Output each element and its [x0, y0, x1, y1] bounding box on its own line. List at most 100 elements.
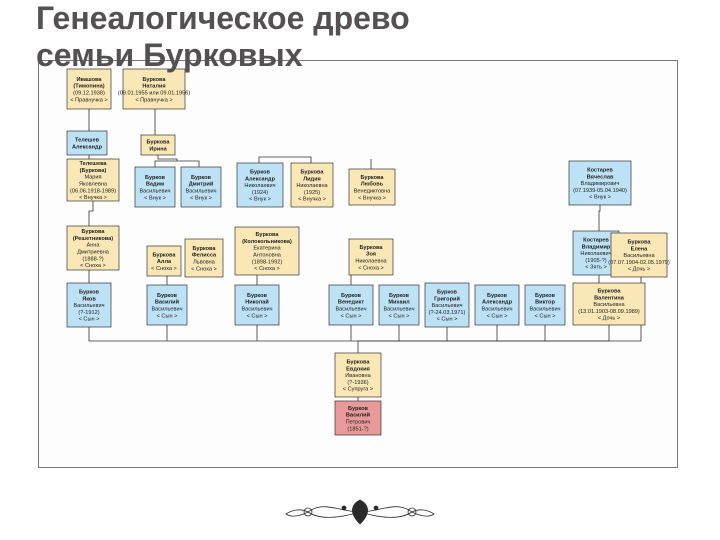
- title-line1: Генеалогическое древо: [36, 0, 410, 36]
- svg-text:< Сноха >: < Сноха >: [358, 265, 384, 271]
- svg-text:Бурков: Бурков: [157, 293, 178, 299]
- svg-text:(09.12.1938): (09.12.1938): [73, 91, 105, 97]
- svg-text:Дмитриевна: Дмитриевна: [77, 250, 110, 256]
- svg-text:Бурков: Бурков: [437, 290, 458, 296]
- svg-text:< Дочь >: < Дочь >: [598, 316, 620, 322]
- svg-text:Алла: Алла: [157, 259, 172, 265]
- svg-text:Александр: Александр: [482, 300, 513, 306]
- svg-text:Петрович: Петрович: [346, 420, 371, 426]
- person-node: БурковВенедиктВасильевич< Сын >: [329, 285, 373, 325]
- svg-text:(?-1936): (?-1936): [347, 380, 368, 386]
- svg-text:< Внучка >: < Внучка >: [298, 197, 326, 203]
- svg-text:(1898-1992): (1898-1992): [252, 259, 283, 265]
- svg-text:Ивашова: Ивашова: [76, 77, 102, 83]
- person-node: БурковаАлла< Сноха >: [147, 246, 181, 276]
- svg-text:Бурков: Бурков: [487, 293, 508, 299]
- svg-text:Ивановна: Ивановна: [345, 373, 371, 379]
- svg-text:(Колокольникова): (Колокольникова): [242, 239, 292, 245]
- person-node: ТелешевАлександр: [67, 131, 107, 155]
- person-node: БурковаФелиссаЛьвовна< Сноха >: [185, 239, 223, 277]
- tree-edge: [89, 201, 93, 226]
- svg-text:Буркова: Буркова: [360, 175, 384, 181]
- person-node: БурковаЕленаВасильевна(07.07.1904-02.05.…: [608, 233, 670, 277]
- svg-text:Телешев: Телешев: [75, 138, 100, 144]
- svg-text:Васильевич: Васильевич: [185, 189, 216, 195]
- svg-text:Бурков: Бурков: [145, 175, 166, 181]
- svg-text:(06.06.1918-1989): (06.06.1918-1989): [70, 188, 116, 194]
- svg-text:Владимирович: Владимирович: [581, 181, 620, 187]
- svg-text:< Дочь >: < Дочь >: [628, 267, 650, 273]
- svg-text:Бурков: Бурков: [535, 293, 556, 299]
- svg-text:< Правнучка >: < Правнучка >: [70, 97, 107, 103]
- svg-text:(1905-?): (1905-?): [585, 258, 606, 264]
- page-title: Генеалогическое древо семьи Бурковых: [36, 0, 410, 74]
- svg-text:< Сын >: < Сын >: [437, 317, 458, 323]
- svg-text:Васильевич: Васильевич: [431, 303, 462, 309]
- svg-text:Бурков: Бурков: [79, 290, 100, 296]
- svg-text:Васильевич: Васильевич: [241, 307, 272, 313]
- svg-text:Яковлевна: Яковлевна: [79, 182, 108, 188]
- svg-text:Михаил: Михаил: [388, 300, 410, 306]
- svg-text:(?-24.03.1971): (?-24.03.1971): [429, 310, 466, 316]
- svg-text:Вадим: Вадим: [146, 182, 164, 188]
- svg-text:< Сноха >: < Сноха >: [254, 266, 280, 272]
- svg-text:Бурков: Бурков: [191, 175, 212, 181]
- tree-edge: [89, 327, 358, 353]
- svg-text:Васильевич: Васильевич: [529, 307, 560, 313]
- svg-text:< Зять >: < Зять >: [585, 265, 607, 271]
- svg-text:Наталия: Наталия: [142, 84, 165, 90]
- svg-text:Лидия: Лидия: [303, 176, 321, 182]
- family-tree: Ивашова(Тимопина)(09.12.1938)< Правнучка…: [39, 61, 677, 467]
- svg-text:Мария: Мария: [84, 175, 101, 181]
- svg-text:(Решетникова): (Решетникова): [73, 236, 113, 242]
- svg-text:Бурков: Бурков: [250, 170, 271, 176]
- svg-text:Вячеслав: Вячеслав: [587, 174, 614, 180]
- person-node: БурковаЗояНиколаевна< Сноха >: [349, 239, 393, 275]
- svg-text:Буркова: Буркова: [359, 245, 383, 251]
- svg-text:< Сын >: < Сын >: [535, 313, 556, 319]
- svg-text:< Сноха >: < Сноха >: [191, 266, 217, 272]
- svg-text:< Сын >: < Сын >: [341, 313, 362, 319]
- svg-text:Елена: Елена: [631, 246, 649, 252]
- svg-text:< Внучка >: < Внучка >: [79, 195, 107, 201]
- svg-text:Телешева: Телешева: [79, 161, 107, 167]
- person-node: БурковаВалентинаВасильевна(13.01.1903-08…: [573, 283, 645, 325]
- svg-text:Григорий: Григорий: [434, 295, 460, 302]
- svg-text:Костарев: Костарев: [583, 238, 609, 244]
- person-node: БурковаЛюбовьВенедиктовна< Внучка >: [349, 169, 395, 205]
- person-node: Буркова(Колокольникова)ЕкатеринаАнтоновн…: [235, 227, 299, 275]
- svg-text:Ирина: Ирина: [149, 147, 167, 153]
- svg-text:< Сын >: < Сын >: [157, 313, 178, 319]
- svg-text:Васильевич: Васильевич: [139, 189, 170, 195]
- svg-text:Буркова: Буркова: [597, 289, 621, 295]
- person-node: КостаревВячеславВладимирович(07.1939-05.…: [569, 161, 631, 205]
- svg-text:Фелисса: Фелисса: [192, 253, 217, 259]
- svg-text:Буркова: Буркова: [192, 246, 216, 252]
- svg-text:Дмитрий: Дмитрий: [189, 181, 214, 188]
- svg-text:Васильевич: Васильевич: [73, 303, 104, 309]
- svg-text:(1888-?): (1888-?): [82, 256, 103, 262]
- svg-text:Любовь: Любовь: [361, 181, 384, 188]
- svg-text:< Сноха >: < Сноха >: [151, 266, 177, 272]
- tree-edge: [155, 155, 177, 167]
- person-node: БурковАлександрНиколаевич(1924)< Внук >: [237, 163, 283, 207]
- svg-text:Яков: Яков: [82, 296, 96, 302]
- ornament-icon: [260, 490, 460, 534]
- svg-text:Антоновна: Антоновна: [253, 253, 282, 259]
- svg-text:Николай: Николай: [245, 299, 269, 306]
- svg-text:< Сын >: < Сын >: [487, 313, 508, 319]
- person-node: БурковДмитрийВасильевич< Внук >: [181, 167, 221, 207]
- svg-text:< Внучка >: < Внучка >: [358, 195, 386, 201]
- svg-text:Екатерина: Екатерина: [253, 246, 281, 252]
- svg-text:(09.01.1955 или 09.01.1956): (09.01.1955 или 09.01.1956): [118, 91, 190, 97]
- svg-text:Костарев: Костарев: [587, 168, 613, 174]
- svg-text:< Сын >: < Сын >: [247, 313, 268, 319]
- title-line2: семьи Бурковых: [36, 37, 303, 73]
- svg-text:(07.07.1904-02.05.1979): (07.07.1904-02.05.1979): [608, 260, 670, 266]
- svg-text:Валентина: Валентина: [594, 295, 625, 301]
- svg-text:(1924): (1924): [252, 190, 268, 196]
- svg-text:Александр: Александр: [72, 145, 103, 151]
- svg-text:Буркова: Буркова: [146, 140, 170, 146]
- person-node: БурковНиколайВасильевич< Сын >: [235, 285, 279, 325]
- person-node: БурковаЛидияНиколаевна(1925)< Внучка >: [291, 163, 333, 207]
